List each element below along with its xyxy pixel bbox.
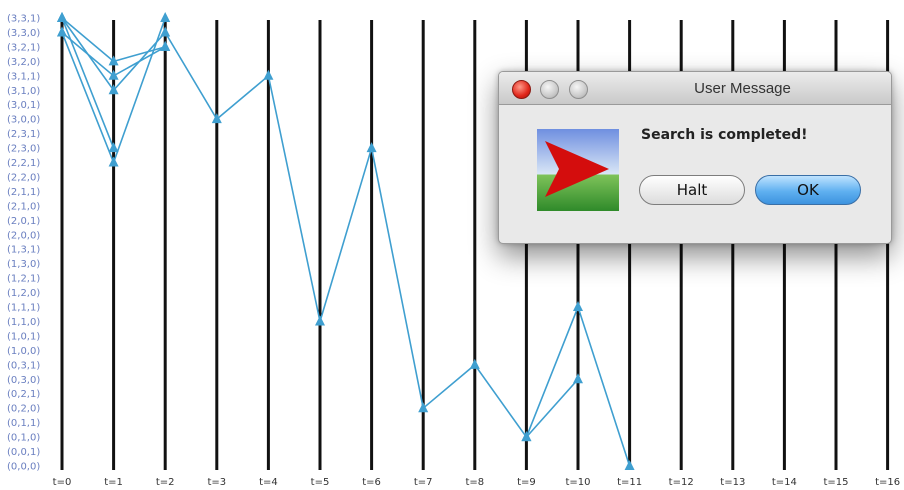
y-tick-label: (1,1,0): [7, 317, 40, 328]
x-tick-label: t=6: [362, 477, 381, 488]
x-tick-label: t=15: [823, 477, 848, 488]
y-tick-label: (0,1,0): [7, 433, 40, 444]
state-marker: [263, 69, 274, 80]
ok-button[interactable]: OK: [755, 175, 861, 205]
y-tick-label: (0,0,1): [7, 447, 40, 458]
state-marker: [521, 431, 532, 442]
y-tick-label: (0,2,0): [7, 404, 40, 415]
x-tick-label: t=13: [720, 477, 745, 488]
x-tick-label: t=5: [311, 477, 330, 488]
y-tick-label: (1,2,1): [7, 274, 40, 285]
y-tick-label: (2,2,1): [7, 158, 40, 169]
x-tick-label: t=11: [617, 477, 642, 488]
state-marker: [573, 373, 583, 384]
y-tick-label: (3,2,1): [7, 42, 40, 53]
dialog-title: User Message: [694, 80, 791, 97]
x-tick-label: t=9: [517, 477, 536, 488]
y-tick-label: (2,0,1): [7, 216, 40, 227]
y-tick-label: (1,2,0): [7, 288, 40, 299]
y-tick-label: (1,0,1): [7, 331, 40, 342]
x-tick-label: t=2: [156, 477, 175, 488]
search-path-line: [525, 378, 579, 438]
x-tick-label: t=7: [414, 477, 433, 488]
y-tick-label: (0,1,1): [7, 418, 40, 429]
x-tick-label: t=1: [104, 477, 123, 488]
halt-button[interactable]: Halt: [639, 175, 745, 205]
dialog-titlebar[interactable]: User Message: [499, 72, 891, 105]
y-tick-label: (2,1,0): [7, 201, 40, 212]
y-tick-label: (3,1,0): [7, 86, 40, 97]
y-tick-label: (0,3,1): [7, 360, 40, 371]
state-marker: [160, 26, 171, 37]
x-tick-label: t=8: [465, 477, 484, 488]
app-arrow-icon: [537, 129, 619, 211]
user-message-dialog: User Message Search is completed! Halt O…: [498, 71, 892, 244]
state-marker: [108, 55, 119, 66]
dialog-message: Search is completed!: [641, 127, 808, 143]
search-path-line: [61, 17, 115, 149]
state-marker: [211, 113, 222, 124]
state-marker: [418, 402, 429, 413]
state-marker: [160, 12, 171, 22]
x-tick-label: t=16: [875, 477, 900, 488]
y-tick-label: (2,2,0): [7, 172, 40, 183]
y-tick-label: (2,0,0): [7, 230, 40, 241]
state-marker: [624, 460, 635, 470]
y-tick-label: (0,2,1): [7, 389, 40, 400]
close-window-icon[interactable]: [512, 80, 531, 99]
state-marker: [108, 69, 119, 80]
y-tick-label: (2,3,0): [7, 144, 40, 155]
y-tick-label: (0,3,0): [7, 375, 40, 386]
state-marker: [160, 40, 171, 51]
state-marker: [315, 315, 325, 326]
x-tick-label: t=4: [259, 477, 278, 488]
state-marker: [469, 358, 480, 369]
state-marker: [108, 142, 119, 153]
y-tick-label: (2,3,1): [7, 129, 40, 140]
y-tick-label: (3,3,1): [7, 14, 40, 25]
state-marker: [57, 12, 67, 22]
y-tick-label: (1,0,0): [7, 346, 40, 357]
y-tick-label: (3,0,0): [7, 115, 40, 126]
y-tick-label: (1,3,0): [7, 259, 40, 270]
y-tick-label: (3,0,1): [7, 100, 40, 111]
y-tick-label: (2,1,1): [7, 187, 40, 198]
x-tick-label: t=3: [207, 477, 226, 488]
state-marker: [108, 84, 119, 95]
x-tick-label: t=14: [772, 477, 797, 488]
minimize-window-icon[interactable]: [540, 80, 559, 99]
y-tick-label: (1,3,1): [7, 245, 40, 256]
zoom-window-icon[interactable]: [569, 80, 588, 99]
y-tick-label: (3,3,0): [7, 28, 40, 39]
state-marker: [108, 156, 119, 167]
y-tick-label: (0,0,0): [7, 462, 40, 473]
y-tick-label: (3,1,1): [7, 71, 40, 82]
x-tick-label: t=12: [669, 477, 694, 488]
state-marker: [57, 26, 67, 37]
y-tick-label: (1,1,1): [7, 303, 40, 314]
state-marker: [573, 301, 583, 312]
x-tick-label: t=0: [53, 477, 72, 488]
y-tick-label: (3,2,0): [7, 57, 40, 68]
x-tick-label: t=10: [565, 477, 590, 488]
state-marker: [366, 142, 377, 153]
